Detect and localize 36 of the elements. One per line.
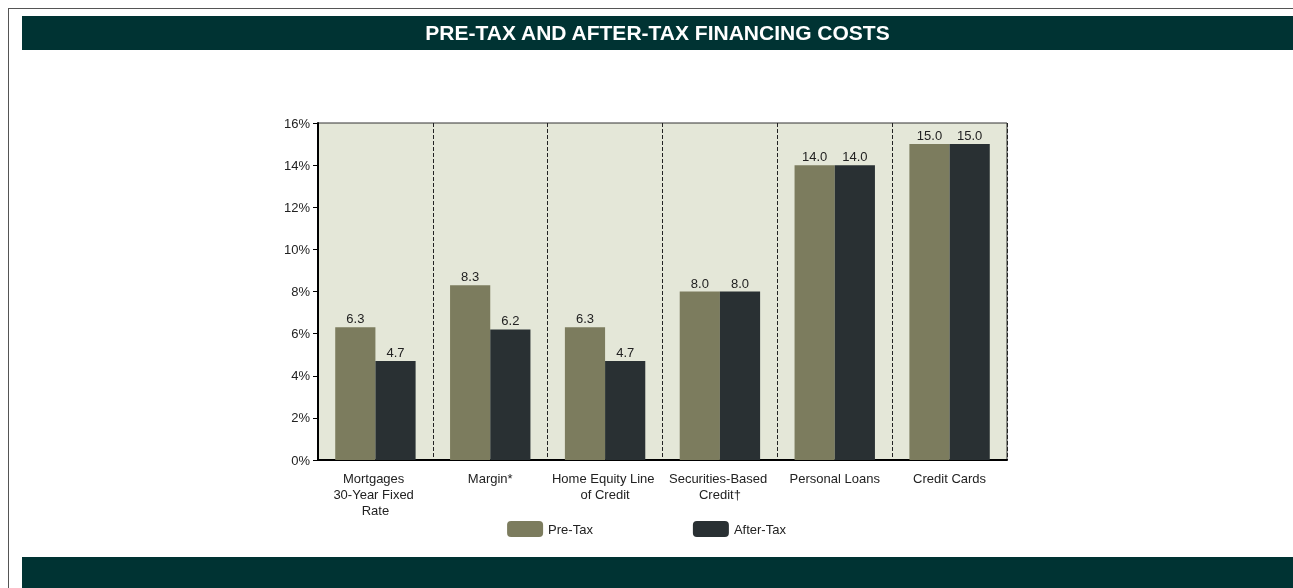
y-tick-label: 12% — [283, 199, 311, 215]
y-tick-label: 0% — [291, 452, 311, 468]
data-label: 15.0 — [957, 128, 983, 144]
data-label: 8.0 — [690, 275, 709, 291]
data-label: 6.3 — [575, 311, 595, 327]
x-tick-label: Home Equity Line of Credit — [551, 470, 659, 502]
bar — [450, 285, 491, 460]
bar — [679, 291, 720, 460]
bar — [794, 165, 835, 460]
bar — [909, 144, 950, 460]
data-label: 14.0 — [842, 149, 868, 165]
chart-title: PRE-TAX AND AFTER-TAX FINANCING COSTS — [22, 16, 1293, 50]
data-label: 6.3 — [346, 311, 365, 327]
data-label: 14.0 — [802, 149, 828, 165]
y-tick-label: 10% — [283, 241, 311, 257]
data-label: 4.7 — [386, 345, 405, 361]
bar — [564, 327, 606, 460]
data-label: 8.3 — [461, 269, 480, 285]
data-label: 15.0 — [916, 128, 943, 144]
y-tick-label: 2% — [291, 410, 311, 426]
bar — [335, 327, 376, 460]
y-tick-label: 4% — [291, 368, 311, 384]
y-tick-label: 6% — [291, 326, 311, 342]
data-label: 6.2 — [501, 313, 520, 329]
data-label: 8.0 — [730, 275, 750, 291]
legend-label: After-Tax — [733, 521, 787, 537]
y-tick-label: 16% — [283, 115, 311, 131]
x-tick-label: Margin* — [467, 470, 513, 486]
data-label: 4.7 — [616, 345, 635, 361]
y-tick-label: 14% — [283, 157, 311, 173]
y-tick-label: 8% — [291, 284, 311, 299]
x-tick-label: Personal Loans — [789, 470, 881, 486]
x-tick-label: Securities-Based Credit† — [668, 470, 771, 502]
x-tick-label: Credit Cards — [913, 470, 987, 486]
x-tick-label: Mortgages 30-Year Fixed Rate — [333, 470, 418, 518]
legend-label: Pre-Tax — [548, 521, 594, 537]
